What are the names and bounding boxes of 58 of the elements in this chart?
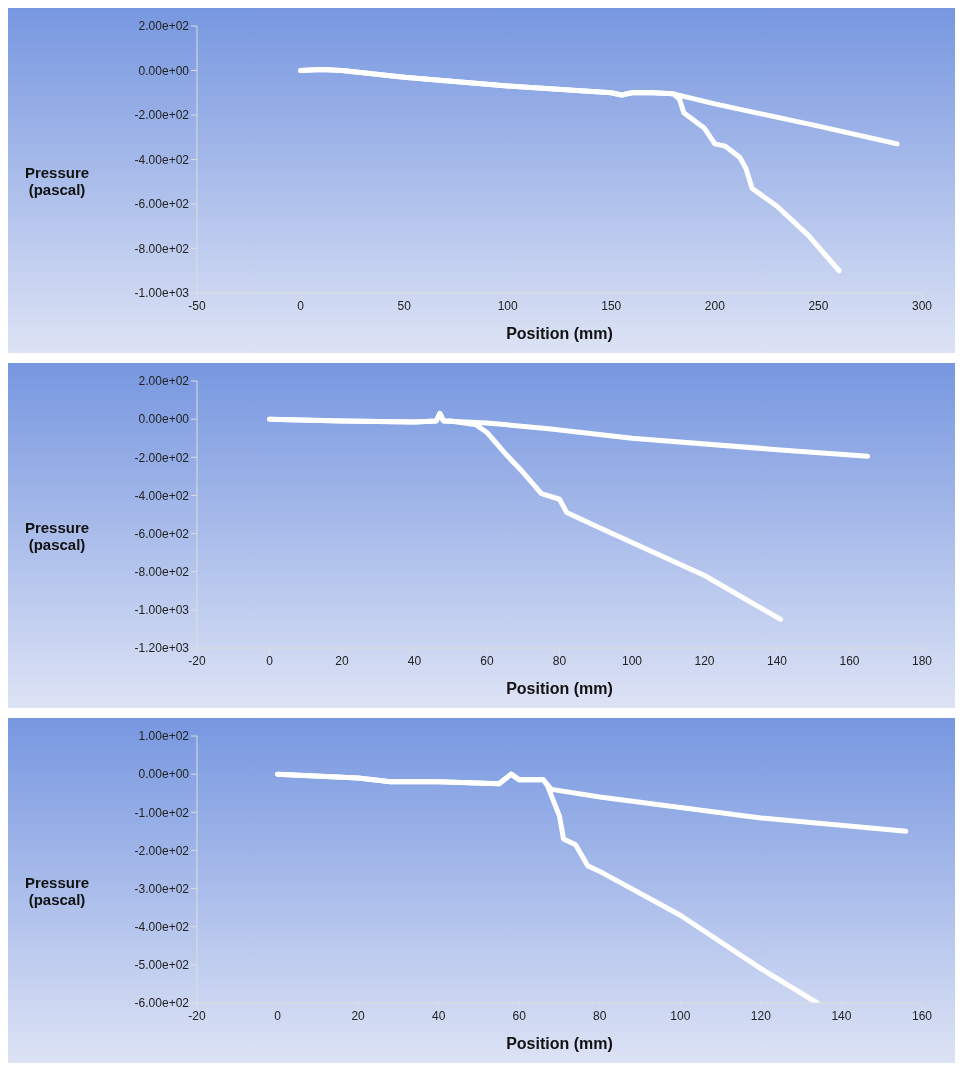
x-axis-title: Position (mm) xyxy=(506,679,613,697)
x-tick-label: 0 xyxy=(274,1008,282,1023)
y-axis-title: Pressure (pascal) xyxy=(23,518,91,553)
y-tick-label: -6.00e+02 xyxy=(134,196,190,211)
x-tick-label: 180 xyxy=(911,653,933,668)
y-tick-label: 1.00e+02 xyxy=(138,728,190,743)
x-tick-label: 0 xyxy=(297,298,305,313)
x-tick-label: 300 xyxy=(911,298,933,313)
y-tick-label: -4.00e+02 xyxy=(134,919,190,934)
x-tick-label: 100 xyxy=(670,1008,691,1023)
y-tick-label: 0.00e+00 xyxy=(138,411,190,426)
y-tick-label: -2.00e+02 xyxy=(134,107,190,122)
y-tick-label: -1.20e+03 xyxy=(134,640,190,655)
y-tick-label: -2.00e+02 xyxy=(134,450,190,465)
x-tick-label: 60 xyxy=(480,653,494,668)
y-axis-title: Pressure (pascal) xyxy=(23,163,91,198)
y-tick-label: -5.00e+02 xyxy=(134,957,190,972)
x-tick-label: 250 xyxy=(808,298,829,313)
x-axis-title: Position (mm) xyxy=(506,324,613,342)
x-tick-label: 60 xyxy=(512,1008,527,1023)
y-tick-label: 2.00e+02 xyxy=(138,373,190,388)
y-tick-label: -4.00e+02 xyxy=(134,488,190,503)
y-tick-label: -1.00e+02 xyxy=(134,805,190,820)
x-tick-label: 40 xyxy=(431,1008,446,1023)
y-tick-label: 0.00e+00 xyxy=(138,766,190,781)
x-tick-label: -20 xyxy=(188,1008,206,1023)
y-axis-title: Pressure (pascal) xyxy=(23,873,91,908)
x-tick-label: 140 xyxy=(766,653,788,668)
x-axis-title: Position (mm) xyxy=(506,1034,613,1052)
x-tick-label: 80 xyxy=(593,1008,607,1023)
x-tick-label: 100 xyxy=(497,298,519,313)
x-tick-label: 50 xyxy=(397,298,412,313)
x-tick-label: 120 xyxy=(694,653,715,668)
x-tick-label: 20 xyxy=(351,1008,366,1023)
x-tick-label: 80 xyxy=(552,653,567,668)
y-tick-label: -6.00e+02 xyxy=(134,526,190,541)
x-tick-label: 150 xyxy=(601,298,622,313)
y-tick-label: 2.00e+02 xyxy=(138,18,190,33)
x-tick-label: 200 xyxy=(704,298,726,313)
y-tick-label: -8.00e+02 xyxy=(134,564,190,579)
x-tick-label: 20 xyxy=(335,653,349,668)
x-tick-label: 0 xyxy=(266,653,274,668)
y-tick-label: 0.00e+00 xyxy=(138,63,190,78)
x-tick-label: 40 xyxy=(407,653,422,668)
x-tick-label: -20 xyxy=(188,653,206,668)
y-tick-label: -1.00e+03 xyxy=(134,602,190,617)
x-tick-label: 160 xyxy=(839,653,860,668)
x-tick-label: 120 xyxy=(750,1008,772,1023)
y-tick-label: -3.00e+02 xyxy=(134,881,190,896)
x-tick-label: 140 xyxy=(831,1008,852,1023)
y-tick-label: -1.00e+03 xyxy=(134,285,190,300)
y-tick-label: -2.00e+02 xyxy=(134,843,190,858)
x-tick-label: 160 xyxy=(911,1008,933,1023)
y-tick-label: -6.00e+02 xyxy=(134,995,190,1010)
x-tick-label: 100 xyxy=(621,653,643,668)
x-tick-label: -50 xyxy=(188,298,206,313)
y-tick-label: -4.00e+02 xyxy=(134,152,190,167)
y-tick-label: -8.00e+02 xyxy=(134,241,190,256)
